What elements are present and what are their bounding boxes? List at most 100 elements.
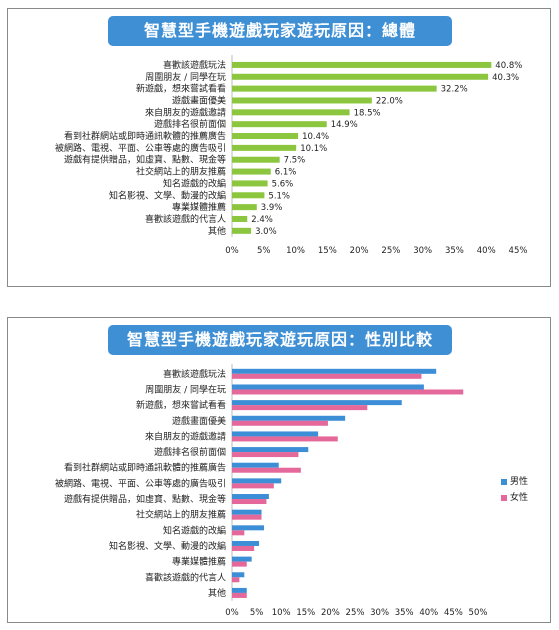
bar-female [232, 452, 299, 458]
data-label: 18.5% [354, 108, 381, 118]
bar [232, 168, 271, 175]
x-tick-label: 40% [477, 246, 496, 256]
legend-swatch-male [501, 478, 507, 485]
category-label: 其他 [208, 587, 226, 599]
overall-bar-chart: 喜歡該遊戲玩法 40.8% 周圍朋友 / 同學在玩 40.3% 新遊戲，想來嘗試看看 32… [55, 55, 528, 256]
category-label: 看到社群網站或即時通訊軟體的推薦廣告 [64, 462, 226, 474]
data-label: 3.9% [261, 203, 283, 213]
data-label: 5.6% [272, 179, 294, 189]
x-tick-label: 5% [250, 608, 264, 618]
category-label: 喜歡該遊戲玩法 [163, 59, 226, 71]
category-label: 遊戲有提供贈品，如虛寶、點數、現金等 [64, 493, 226, 505]
bar [232, 121, 327, 128]
category-label: 知名影視、文學、動漫的改編 [109, 540, 226, 552]
x-tick-label: 20% [321, 608, 340, 618]
x-tick-label: 30% [370, 608, 389, 618]
legend-swatch-female [501, 494, 507, 501]
bar-male [232, 572, 245, 578]
x-tick-label: 20% [350, 246, 369, 256]
bar-female [232, 530, 245, 536]
category-label: 社交網站上的朋友推薦 [136, 166, 226, 178]
bar [232, 192, 265, 199]
category-label: 遊戲排名很前面個 [154, 446, 226, 458]
category-label: 周圍朋友 / 同學在玩 [145, 71, 226, 83]
x-tick-label: 35% [395, 608, 414, 618]
category-label: 新遊戲，想來嘗試看看 [136, 83, 226, 95]
x-tick-label: 0% [225, 608, 239, 618]
data-label: 32.2% [441, 85, 468, 95]
category-label: 遊戲畫面優美 [172, 94, 226, 106]
bar-female [232, 499, 267, 505]
category-label: 周圍朋友 / 同學在玩 [145, 383, 226, 395]
bar [232, 133, 299, 140]
x-tick-label: 40% [419, 608, 438, 618]
bar-female [232, 373, 422, 379]
bar [232, 144, 297, 151]
data-label: 22.0% [376, 96, 403, 106]
category-label: 來自朋友的遊戲邀請 [145, 106, 226, 118]
bar-female [232, 483, 274, 489]
chart-title-gender: 智慧型手機遊戲玩家遊玩原因：性別比較 [108, 325, 452, 355]
category-label: 專業媒體推薦 [172, 556, 226, 568]
data-label: 14.9% [331, 120, 358, 130]
bar-male [232, 462, 279, 468]
x-tick-label: 30% [413, 246, 432, 256]
x-tick-label: 45% [444, 608, 463, 618]
category-label: 喜歡該遊戲玩法 [163, 368, 226, 380]
bar [232, 109, 350, 116]
x-tick-label: 10% [272, 608, 291, 618]
category-label: 知名遊戲的改編 [163, 177, 226, 189]
bar-male [232, 384, 424, 390]
data-label: 10.1% [300, 144, 327, 154]
bar-male [232, 400, 402, 406]
category-label: 其他 [208, 225, 226, 237]
data-label: 5.1% [268, 191, 290, 201]
bar [232, 180, 268, 187]
bar-male [232, 540, 260, 546]
category-label: 遊戲排名很前面個 [154, 118, 226, 130]
bar-female [232, 577, 240, 583]
x-tick-label: 35% [445, 246, 464, 256]
bar [232, 156, 280, 163]
bar-female [232, 592, 247, 598]
legend-label-female: 女性 [510, 493, 529, 503]
bar-male [232, 525, 264, 531]
bar-female [232, 514, 262, 520]
bar-female [232, 561, 247, 567]
x-tick-label: 10% [286, 246, 305, 256]
x-tick-label: 25% [381, 246, 400, 256]
bar-female [232, 467, 301, 473]
bar [232, 204, 257, 211]
category-label: 被網路、電視、平面、公車等處的廣告吸引 [55, 142, 226, 154]
bar-female [232, 436, 338, 442]
category-label: 被網路、電視、平面、公車等處的廣告吸引 [55, 477, 226, 489]
data-label: 40.8% [495, 61, 522, 71]
category-label: 看到社群網站或即時通訊軟體的推薦廣告 [64, 130, 226, 142]
bar [232, 97, 372, 104]
legend-label-male: 男性 [510, 477, 529, 487]
category-label: 喜歡該遊戲的代言人 [145, 571, 226, 583]
x-tick-label: 5% [257, 246, 271, 256]
bar-male [232, 556, 252, 562]
category-label: 專業媒體推薦 [172, 201, 226, 213]
bar-male [232, 415, 346, 421]
bar-female [232, 389, 464, 395]
x-tick-label: 15% [296, 608, 315, 618]
category-label: 新遊戲，想來嘗試看看 [136, 399, 226, 411]
legend-item-female: 女性 [501, 490, 528, 503]
data-label: 10.4% [302, 132, 329, 142]
bar-male [232, 587, 247, 593]
bar-male [232, 509, 262, 515]
category-label: 喜歡該遊戲的代言人 [145, 213, 226, 225]
bar [232, 61, 492, 68]
bar [232, 85, 437, 92]
bar-female [232, 545, 255, 551]
x-tick-label: 45% [509, 246, 528, 256]
bar-male [232, 447, 309, 453]
bar-female [232, 420, 328, 426]
bar-male [232, 431, 319, 437]
category-label: 來自朋友的遊戲邀請 [145, 430, 226, 442]
category-label: 知名影視、文學、動漫的改編 [109, 189, 226, 201]
category-label: 知名遊戲的改編 [163, 524, 226, 536]
